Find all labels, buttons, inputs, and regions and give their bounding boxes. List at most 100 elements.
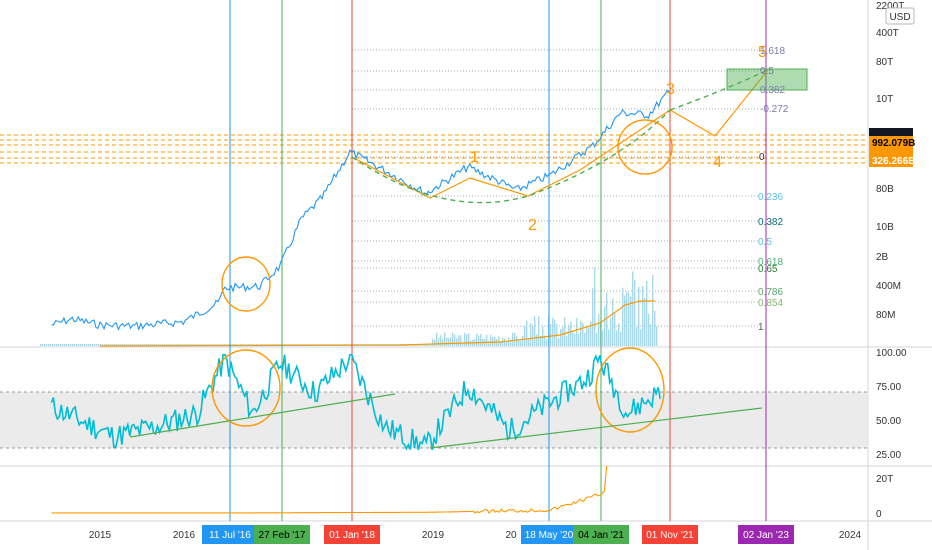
volume-bar <box>94 344 96 346</box>
volume-bar <box>646 280 648 346</box>
volume-bar <box>630 296 632 346</box>
target-zone-box[interactable] <box>726 68 808 91</box>
volume-bar <box>96 344 98 346</box>
date-marker-label: 01 Jan '18 <box>329 530 375 541</box>
price-series[interactable] <box>51 89 670 332</box>
volume-bar <box>104 344 106 346</box>
price-lines <box>0 134 868 164</box>
rsi-trendline-1[interactable] <box>129 393 396 438</box>
date-marker[interactable]: 01 Nov '21 <box>642 525 698 544</box>
volume-bar <box>534 316 536 346</box>
fib-level-label: 0.5 <box>758 237 772 248</box>
volume-bar <box>596 332 598 346</box>
volume-bar <box>512 332 514 346</box>
volume-bar <box>570 321 572 346</box>
volume-bar <box>198 344 200 346</box>
volume-bar <box>498 336 500 346</box>
volume-bar <box>634 279 636 346</box>
volume-bar <box>584 333 586 346</box>
volume-bar <box>58 344 60 346</box>
projection-curve <box>669 69 769 111</box>
volume-bar <box>504 338 506 346</box>
rsi-circle-2021[interactable] <box>595 347 665 433</box>
volume-bar <box>86 344 88 346</box>
volume-bar <box>196 344 198 346</box>
date-marker[interactable]: 18 May '20 <box>521 525 577 544</box>
fib-level-label: 1 <box>758 322 764 333</box>
rsi-circle-2016[interactable] <box>211 349 281 427</box>
volume-bar <box>538 316 540 346</box>
volume-bar <box>204 344 206 346</box>
date-marker[interactable]: 11 Jul '16 <box>202 525 258 544</box>
volume-bar <box>558 338 560 346</box>
volume-bar <box>580 320 582 346</box>
highlight-circle-2016[interactable] <box>221 256 271 312</box>
volume-bar <box>172 344 174 346</box>
date-marker[interactable]: 01 Jan '18 <box>324 525 380 544</box>
volume-bar <box>54 344 56 346</box>
volume-bar <box>582 322 584 346</box>
volume-bar <box>424 344 426 346</box>
volume-bar <box>602 330 604 346</box>
volume-bar <box>458 335 460 346</box>
volume-bar <box>174 344 176 346</box>
volume-bar <box>450 337 452 346</box>
volume-bar <box>142 344 144 346</box>
volume-bar <box>434 339 436 346</box>
fib-level-label: 0 <box>759 152 765 163</box>
volume-bar <box>568 324 570 346</box>
wave-label-4: 4 <box>713 154 722 171</box>
volume-bar <box>522 335 524 346</box>
volume-bar <box>488 340 490 346</box>
volume-bar <box>150 344 152 346</box>
volume-bar <box>180 344 182 346</box>
volume-bar <box>420 344 422 346</box>
price-tick-label: 400T <box>876 28 899 39</box>
rsi-trendline-2[interactable] <box>429 407 763 449</box>
price-tick-label: 2B <box>876 252 889 263</box>
rsi-series[interactable] <box>50 353 661 451</box>
volume-bar <box>138 344 140 346</box>
volume-bar <box>560 329 562 346</box>
volume-bar <box>620 331 622 346</box>
volume-bar <box>178 344 180 346</box>
rsi-axis-labels: 100.00 75.00 50.00 25.00 <box>876 348 907 461</box>
volume-bar <box>638 286 640 346</box>
volume-bar <box>592 288 594 346</box>
bottom-series[interactable] <box>51 465 608 515</box>
volume-bar <box>528 338 530 346</box>
volume-bar <box>44 344 46 346</box>
year-tick-label: 2015 <box>89 530 112 541</box>
fib-level-label: 0.65 <box>758 264 778 275</box>
volume-bar <box>576 317 578 346</box>
date-marker[interactable]: 04 Jan '21 <box>573 525 629 544</box>
date-marker-label: 18 May '20 <box>525 530 574 541</box>
volume-bar <box>524 325 526 346</box>
volume-bar <box>448 338 450 346</box>
price-tick-label: 10B <box>876 222 894 233</box>
volume-bar <box>200 344 202 346</box>
volume-bar <box>462 341 464 346</box>
volume-bar <box>464 333 466 346</box>
sub-tick-label: 0 <box>876 509 882 520</box>
volume-bar <box>100 344 102 346</box>
rsi-tick-label: 100.00 <box>876 348 907 359</box>
volume-bar <box>426 344 428 346</box>
volume-bar <box>102 344 104 346</box>
date-marker-label: 27 Feb '17 <box>259 530 306 541</box>
volume-bar <box>624 295 626 346</box>
volume-bar <box>106 344 108 346</box>
currency-badge[interactable] <box>885 7 915 25</box>
volume-bar <box>616 330 618 346</box>
date-marker-labels[interactable]: 11 Jul '16 27 Feb '17 01 Jan '18 18 May '20… <box>202 525 794 544</box>
date-marker[interactable]: 02 Jan '23 <box>738 525 794 544</box>
year-tick-label: 2016 <box>173 530 196 541</box>
price-badge-text: 326.266B <box>872 156 915 167</box>
price-axis-labels: 2200T 400T 80T 10T 80B 10B 2B 400M 80M <box>876 1 904 321</box>
date-marker[interactable]: 27 Feb '17 <box>254 525 310 544</box>
volume-bar <box>586 327 588 346</box>
volume-bar <box>652 274 654 346</box>
volume-bar <box>422 344 424 346</box>
volume-bar <box>456 338 458 346</box>
highlight-circle-2021[interactable] <box>617 119 673 175</box>
